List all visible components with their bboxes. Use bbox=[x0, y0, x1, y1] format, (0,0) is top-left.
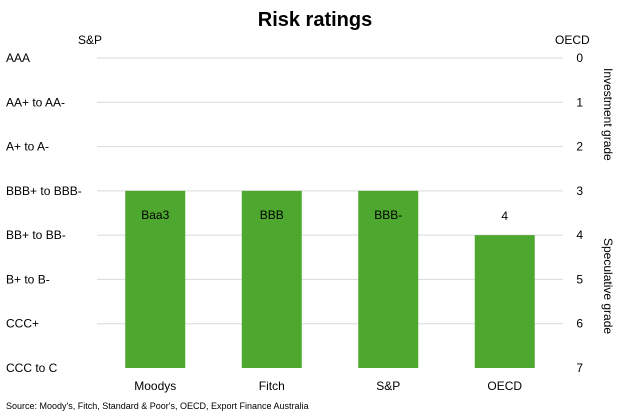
bar-s-p bbox=[358, 190, 419, 368]
bar-oecd bbox=[474, 235, 535, 368]
left-tick-label: CCC+ bbox=[6, 317, 39, 331]
left-tick-label: A+ to A- bbox=[6, 140, 49, 154]
speculative-grade-label: Speculative grade bbox=[601, 238, 615, 334]
investment-grade-label: Investment grade bbox=[601, 68, 615, 161]
left-axis-title: S&P bbox=[78, 33, 102, 47]
right-tick-label: 0 bbox=[576, 51, 583, 65]
right-tick-label: 1 bbox=[576, 95, 583, 109]
bars bbox=[125, 190, 535, 368]
left-tick-label: AA+ to AA- bbox=[6, 95, 65, 109]
data-label: 4 bbox=[501, 209, 508, 223]
category-label: Moodys bbox=[134, 379, 176, 393]
right-tick-label: 5 bbox=[576, 272, 583, 286]
left-tick-label: BBB+ to BBB- bbox=[6, 184, 82, 198]
category-label: OECD bbox=[487, 379, 522, 393]
source-note: Source: Moody's, Fitch, Standard & Poor'… bbox=[6, 401, 309, 411]
category-label: Fitch bbox=[259, 379, 285, 393]
right-tick-label: 4 bbox=[576, 228, 583, 242]
category-label: S&P bbox=[376, 379, 400, 393]
left-tick-label: CCC to C bbox=[6, 361, 58, 375]
data-label: BBB bbox=[260, 208, 284, 222]
bar-fitch bbox=[241, 190, 302, 368]
chart-title: Risk ratings bbox=[258, 9, 372, 31]
right-tick-labels: 0 1 2 3 4 5 6 7 bbox=[576, 51, 583, 375]
left-tick-label: AAA bbox=[6, 51, 30, 65]
category-labels: Moodys Fitch S&P OECD bbox=[134, 379, 522, 393]
left-tick-label: B+ to B- bbox=[6, 272, 50, 286]
data-labels: Baa3 BBB BBB- 4 bbox=[141, 208, 508, 223]
left-tick-label: BB+ to BB- bbox=[6, 228, 66, 242]
right-tick-label: 2 bbox=[576, 140, 583, 154]
right-tick-label: 6 bbox=[576, 317, 583, 331]
right-tick-label: 7 bbox=[576, 361, 583, 375]
data-label: BBB- bbox=[374, 208, 402, 222]
left-tick-labels: AAA AA+ to AA- A+ to A- BBB+ to BBB- BB+ to … bbox=[6, 51, 82, 375]
right-axis-title: OECD bbox=[555, 33, 590, 47]
bar-moodys bbox=[125, 190, 186, 368]
right-tick-label: 3 bbox=[576, 184, 583, 198]
data-label: Baa3 bbox=[141, 208, 169, 222]
